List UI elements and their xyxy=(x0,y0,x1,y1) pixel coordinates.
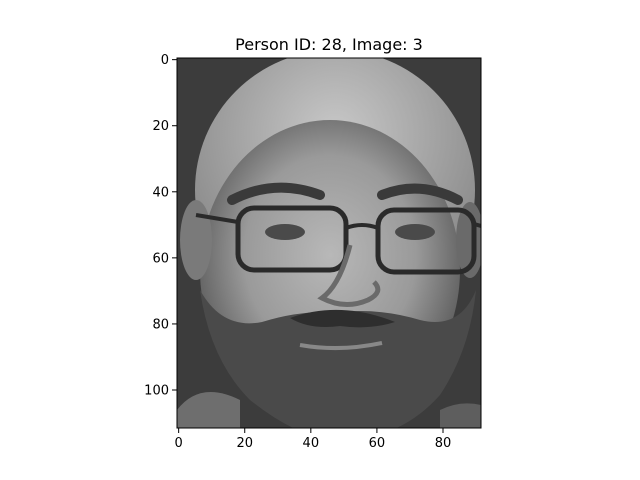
y-tick-label: 0 xyxy=(161,53,169,68)
x-tick-label: 20 xyxy=(236,436,253,451)
x-tick-label: 60 xyxy=(369,436,386,451)
y-tick-label: 60 xyxy=(152,251,169,266)
y-axis: 0 20 40 60 80 100 xyxy=(144,53,177,399)
y-tick-label: 80 xyxy=(152,317,169,332)
x-axis: 0 20 40 60 80 xyxy=(175,428,452,451)
face-image xyxy=(177,58,481,428)
y-tick-label: 100 xyxy=(144,384,169,399)
x-tick-label: 80 xyxy=(435,436,452,451)
y-tick-label: 20 xyxy=(152,119,169,134)
y-tick-label: 40 xyxy=(152,185,169,200)
x-tick-label: 0 xyxy=(175,436,183,451)
x-tick-label: 40 xyxy=(303,436,320,451)
image-frame xyxy=(176,57,482,429)
image-title: Person ID: 28, Image: 3 xyxy=(235,35,423,54)
